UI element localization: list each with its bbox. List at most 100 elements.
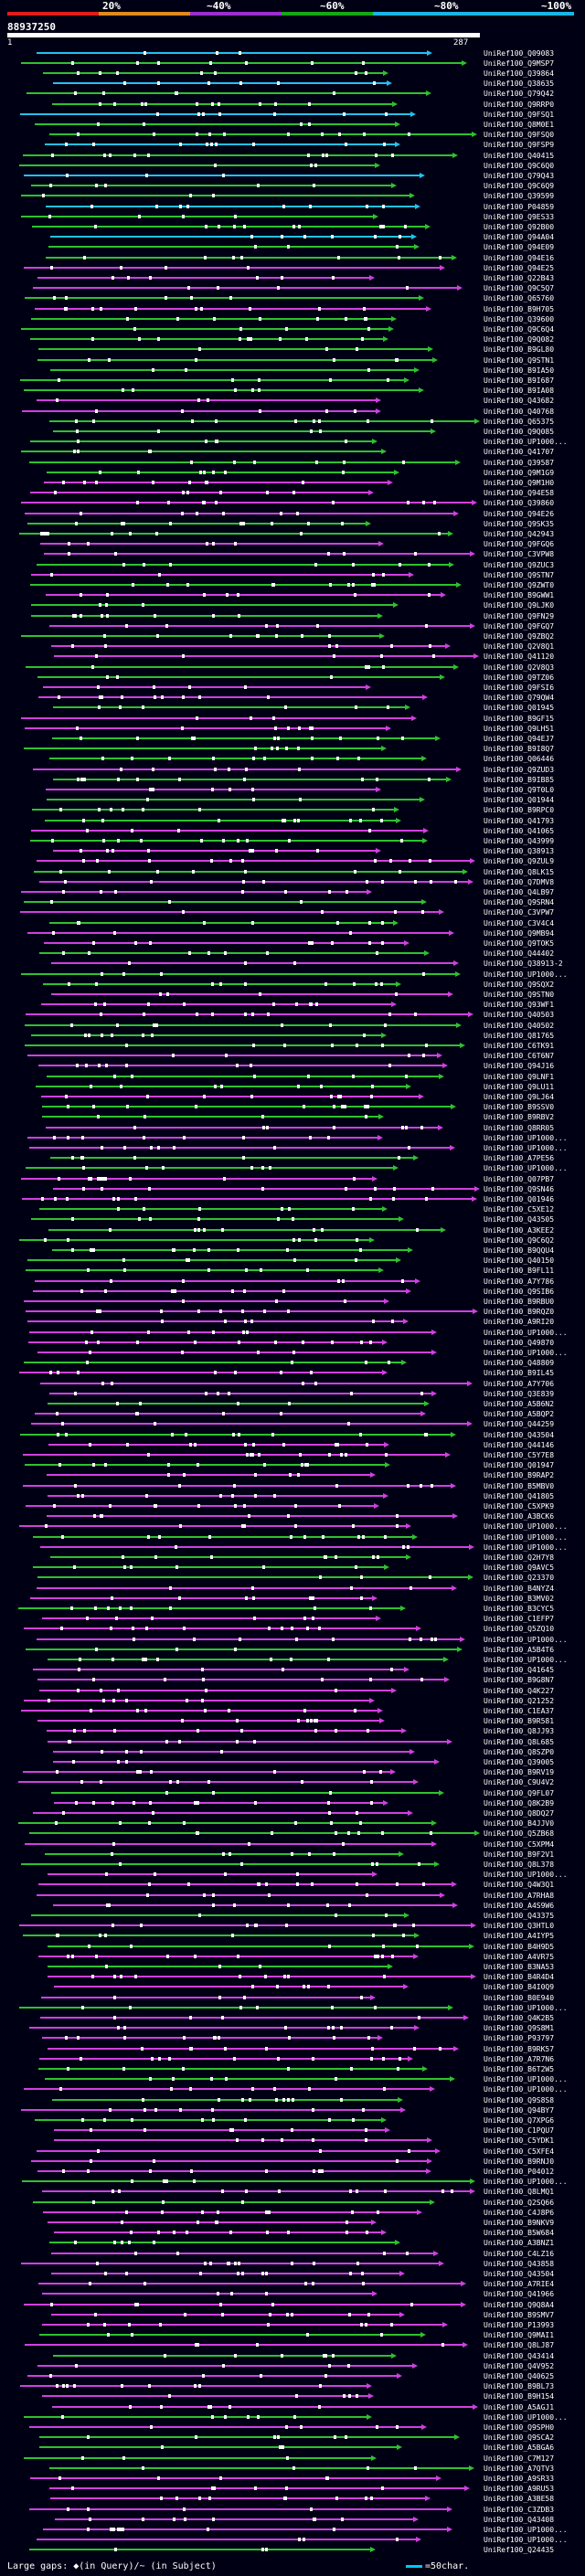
hit-row[interactable]: UniRef100_Q43504 <box>20 1431 554 1439</box>
hit-label[interactable]: UniRef100_UP1000... <box>484 970 568 979</box>
hit-label[interactable]: UniRef100_B9SSV0 <box>484 1103 554 1111</box>
hit-row[interactable]: UniRef100_C3VPW8 <box>44 550 554 558</box>
hit-label[interactable]: UniRef100_Q9FSI6 <box>484 684 554 692</box>
hit-label[interactable]: UniRef100_B5W684 <box>484 2229 554 2237</box>
hit-label[interactable]: UniRef100_Q2SQ66 <box>484 2199 554 2207</box>
hit-row[interactable]: UniRef100_B6T2W5 <box>38 2065 554 2073</box>
hit-label[interactable]: UniRef100_Q41793 <box>484 817 554 825</box>
hit-label[interactable]: UniRef100_B9GF15 <box>484 715 554 723</box>
hit-label[interactable]: UniRef100_Q9ZUC3 <box>484 561 554 569</box>
hit-label[interactable]: UniRef100_UP1000... <box>484 2085 568 2094</box>
hit-row[interactable]: UniRef100_B9RBU0 <box>24 1298 554 1306</box>
hit-row[interactable]: UniRef100_Q41120 <box>54 652 554 661</box>
hit-row[interactable]: UniRef100_A7Y706 <box>40 1380 554 1388</box>
hit-label[interactable]: UniRef100_Q41645 <box>484 1666 554 1674</box>
hit-row[interactable]: UniRef100_Q9Q082 <box>30 335 554 344</box>
hit-label[interactable]: UniRef100_Q41805 <box>484 1492 554 1500</box>
hit-label[interactable]: UniRef100_Q9M1G9 <box>484 469 554 477</box>
hit-row[interactable]: UniRef100_A7RHA8 <box>37 1892 554 1900</box>
hit-label[interactable]: UniRef100_UP1000... <box>484 2075 568 2083</box>
hit-label[interactable]: UniRef100_Q93WF1 <box>484 1001 554 1009</box>
hit-label[interactable]: UniRef100_Q9S8M1 <box>484 2024 554 2032</box>
hit-row[interactable]: UniRef100_Q9LH51 <box>25 725 554 733</box>
hit-label[interactable]: UniRef100_Q24435 <box>484 2546 554 2554</box>
hit-label[interactable]: UniRef100_Q01944 <box>484 796 554 804</box>
hit-label[interactable]: UniRef100_Q4V952 <box>484 2362 554 2370</box>
hit-row[interactable]: UniRef100_A7RIE4 <box>38 2280 554 2288</box>
hit-label[interactable]: UniRef100_Q65760 <box>484 294 554 302</box>
hit-row[interactable]: UniRef100_Q4K2B5 <box>40 2014 554 2022</box>
hit-label[interactable]: UniRef100_Q39587 <box>484 459 554 467</box>
hit-label[interactable]: UniRef100_Q23370 <box>484 1574 554 1582</box>
hit-label[interactable]: UniRef100_Q8LJ87 <box>484 2341 554 2349</box>
hit-row[interactable]: UniRef100_Q9FN29 <box>31 612 554 620</box>
hit-label[interactable]: UniRef100_C3ZDB3 <box>484 2506 554 2514</box>
hit-label[interactable]: UniRef100_B4I0Q9 <box>484 1983 554 1991</box>
hit-row[interactable]: UniRef100_Q9RRP0 <box>52 101 554 109</box>
hit-row[interactable]: UniRef100_UP1000... <box>45 2075 568 2083</box>
hit-label[interactable]: UniRef100_Q9FN29 <box>484 612 554 620</box>
hit-row[interactable]: UniRef100_B4R4D4 <box>48 1973 554 1981</box>
hit-label[interactable]: UniRef100_Q9M1H0 <box>484 479 554 487</box>
hit-row[interactable]: UniRef100_Q9MAI1 <box>39 2331 554 2339</box>
hit-label[interactable]: UniRef100_B9IA50 <box>484 366 554 375</box>
hit-row[interactable]: UniRef100_Q9S8S8 <box>52 2096 554 2104</box>
hit-label[interactable]: UniRef100_A7Y706 <box>484 1380 554 1388</box>
hit-label[interactable]: UniRef100_Q01947 <box>484 1461 554 1469</box>
hit-label[interactable]: UniRef100_Q79QW4 <box>484 694 554 702</box>
hit-row[interactable]: UniRef100_C3V4C4 <box>49 919 554 928</box>
hit-label[interactable]: UniRef100_Q39005 <box>484 1758 554 1766</box>
hit-label[interactable]: UniRef100_Q8K2B9 <box>484 1799 554 1807</box>
hit-row[interactable]: UniRef100_Q5ZB68 <box>29 1829 554 1838</box>
hit-row[interactable]: UniRef100_Q2H7Y8 <box>50 1553 554 1562</box>
hit-label[interactable]: UniRef100_UP1000... <box>484 2536 568 2544</box>
hit-label[interactable]: UniRef100_B9RBV2 <box>484 1113 554 1121</box>
hit-label[interactable]: UniRef100_A5BGA6 <box>484 2443 554 2452</box>
hit-label[interactable]: UniRef100_Q43999 <box>484 837 554 845</box>
hit-row[interactable]: UniRef100_B9IA08 <box>24 387 554 395</box>
hit-label[interactable]: UniRef100_A7R7N6 <box>484 2055 554 2063</box>
hit-label[interactable]: UniRef100_A9SR33 <box>484 2475 554 2483</box>
hit-row[interactable]: UniRef100_A7PE56 <box>50 1154 554 1162</box>
hit-row[interactable]: UniRef100_Q40415 <box>23 152 554 160</box>
hit-row[interactable]: UniRef100_Q40502 <box>25 1022 554 1030</box>
hit-row[interactable]: UniRef100_Q9MSP7 <box>21 59 554 68</box>
hit-label[interactable]: UniRef100_Q06446 <box>484 755 554 763</box>
hit-label[interactable]: UniRef100_C5Y7E8 <box>484 1451 554 1459</box>
hit-row[interactable]: UniRef100_A4IYP5 <box>23 1932 554 1940</box>
hit-label[interactable]: UniRef100_UP1000... <box>484 1656 568 1664</box>
hit-label[interactable]: UniRef100_Q9C6Q4 <box>484 325 554 334</box>
hit-row[interactable]: UniRef100_Q9M1G9 <box>47 469 554 477</box>
hit-row[interactable]: UniRef100_C3ZDB3 <box>29 2506 554 2514</box>
hit-label[interactable]: UniRef100_Q01946 <box>484 1195 554 1203</box>
hit-row[interactable]: UniRef100_Q38913-2 <box>51 959 563 968</box>
hit-label[interactable]: UniRef100_UP1000... <box>484 1871 568 1879</box>
hit-label[interactable]: UniRef100_B9I8Q7 <box>484 745 554 753</box>
hit-row[interactable]: UniRef100_A3BNZ1 <box>49 2239 554 2247</box>
hit-row[interactable]: UniRef100_Q9SQX2 <box>43 981 554 989</box>
hit-label[interactable]: UniRef100_Q09083 <box>484 49 554 58</box>
hit-label[interactable]: UniRef100_Q8L378 <box>484 1860 554 1869</box>
hit-row[interactable]: UniRef100_P04859 <box>46 203 554 211</box>
hit-row[interactable]: UniRef100_C6T6N7 <box>27 1052 554 1060</box>
hit-label[interactable]: UniRef100_B9RNJ0 <box>484 2157 554 2166</box>
hit-label[interactable]: UniRef100_Q9FSQ0 <box>484 131 554 139</box>
hit-row[interactable]: UniRef100_Q65375 <box>49 418 554 426</box>
hit-label[interactable]: UniRef100_Q7DMV8 <box>484 878 554 886</box>
hit-row[interactable]: UniRef100_Q79QW4 <box>38 694 554 702</box>
hit-row[interactable]: UniRef100_UP1000... <box>24 2085 568 2094</box>
hit-label[interactable]: UniRef100_Q41120 <box>484 652 554 661</box>
hit-label[interactable]: UniRef100_Q43414 <box>484 2352 554 2360</box>
hit-row[interactable]: UniRef100_Q7DMV8 <box>39 878 554 886</box>
hit-label[interactable]: UniRef100_Q79Q42 <box>484 90 554 98</box>
hit-row[interactable]: UniRef100_B9G8N7 <box>37 1676 554 1684</box>
hit-row[interactable]: UniRef100_B9RQZ0 <box>26 1308 554 1316</box>
hit-label[interactable]: UniRef100_Q9SK35 <box>484 520 554 528</box>
hit-row[interactable]: UniRef100_Q9ZBQ2 <box>21 632 554 641</box>
hit-label[interactable]: UniRef100_Q94A04 <box>484 233 554 241</box>
hit-row[interactable]: UniRef100_Q9FSP9 <box>45 141 554 149</box>
hit-label[interactable]: UniRef100_C5XPM4 <box>484 1840 554 1849</box>
hit-label[interactable]: UniRef100_P04859 <box>484 203 554 211</box>
hit-row[interactable]: UniRef100_Q01945 <box>53 704 554 712</box>
hit-row[interactable]: UniRef100_Q94E16 <box>46 254 554 262</box>
